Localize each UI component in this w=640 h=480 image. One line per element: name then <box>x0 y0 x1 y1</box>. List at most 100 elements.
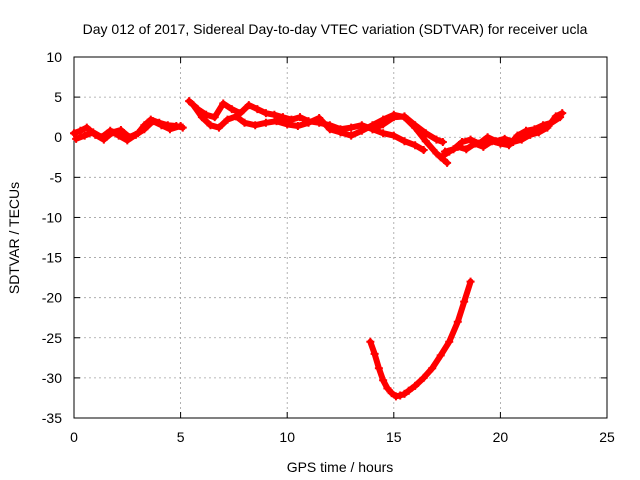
data-point <box>368 125 377 134</box>
y-tick-label: -35 <box>42 410 62 426</box>
x-tick-label: 15 <box>386 429 402 445</box>
y-tick-label: 10 <box>46 49 62 65</box>
series-track-8 <box>366 277 475 401</box>
data-point <box>82 123 91 132</box>
data-point <box>445 337 454 346</box>
data-point <box>421 137 430 146</box>
x-axis-title: GPS time / hours <box>287 459 394 475</box>
y-tick-label: -15 <box>42 250 62 266</box>
data-point <box>80 131 89 140</box>
data-point <box>227 105 236 114</box>
data-point <box>219 99 228 108</box>
data-point <box>325 125 334 134</box>
data-point <box>210 113 219 122</box>
data-point <box>189 101 198 110</box>
data-point <box>366 337 375 346</box>
data-point <box>526 130 535 139</box>
data-point <box>500 134 509 143</box>
data-point <box>517 135 526 144</box>
data-point <box>438 138 447 147</box>
data-point <box>336 128 345 137</box>
data-point <box>428 364 437 373</box>
data-point <box>419 373 428 382</box>
data-point <box>411 141 420 150</box>
data-point <box>223 115 232 124</box>
data-point <box>453 317 462 326</box>
data-point <box>421 129 430 138</box>
data-point <box>278 113 287 122</box>
data-point <box>389 131 398 140</box>
data-point <box>411 121 420 130</box>
y-axis-title: SDTVAR / TECUs <box>6 182 22 294</box>
data-point <box>157 121 166 130</box>
data-point <box>347 123 356 132</box>
data-point <box>272 117 281 126</box>
data-point <box>148 117 157 126</box>
data-point <box>443 158 452 167</box>
data-point <box>419 146 428 155</box>
data-point <box>165 125 174 134</box>
data-point <box>379 120 388 129</box>
data-point <box>400 389 409 398</box>
data-point <box>379 376 388 385</box>
data-point <box>70 129 78 138</box>
data-point <box>72 134 81 143</box>
y-tick-label: -30 <box>42 370 62 386</box>
data-point <box>140 125 149 134</box>
plot-frame <box>73 56 608 419</box>
data-point <box>432 149 441 158</box>
data-point <box>76 126 85 135</box>
data-point <box>253 105 262 114</box>
series-line <box>369 113 446 145</box>
data-point <box>492 137 501 146</box>
data-point <box>374 364 383 373</box>
data-point <box>551 112 560 121</box>
data-point <box>244 101 253 110</box>
data-point <box>232 112 241 121</box>
data-point <box>379 129 388 138</box>
data-point <box>261 118 270 127</box>
data-point <box>466 277 475 286</box>
series-layer <box>70 97 567 401</box>
data-point <box>534 128 543 137</box>
data-point <box>293 121 302 130</box>
data-point <box>543 123 552 132</box>
data-point <box>106 126 115 135</box>
data-point <box>404 386 413 395</box>
data-point <box>236 109 245 118</box>
data-point <box>131 130 140 139</box>
data-point <box>185 97 194 106</box>
data-point <box>440 147 449 156</box>
data-point <box>197 113 206 122</box>
data-point <box>509 138 518 147</box>
data-point <box>389 113 398 122</box>
data-point <box>387 389 396 398</box>
data-point <box>383 384 392 393</box>
data-point <box>370 349 379 358</box>
data-point <box>295 113 304 122</box>
data-point <box>436 153 445 162</box>
data-point <box>251 121 260 130</box>
data-point <box>460 297 469 306</box>
series-track-7 <box>440 109 567 156</box>
x-tick-label: 25 <box>599 429 615 445</box>
data-point <box>436 351 445 360</box>
data-point <box>558 109 567 118</box>
data-point <box>89 128 98 137</box>
series-track-2 <box>72 117 185 145</box>
data-point <box>214 123 223 132</box>
data-point <box>466 135 475 144</box>
x-tick-label: 10 <box>279 429 295 445</box>
data-point <box>458 138 467 147</box>
data-point <box>400 112 409 121</box>
data-point <box>116 126 125 135</box>
data-point <box>304 118 313 127</box>
x-tick-label: 0 <box>70 429 78 445</box>
data-point <box>176 121 185 130</box>
data-point <box>449 145 458 154</box>
data-point <box>462 145 471 154</box>
data-point <box>432 135 441 144</box>
chart-title: Day 012 of 2017, Sidereal Day-to-day VTE… <box>83 21 588 37</box>
